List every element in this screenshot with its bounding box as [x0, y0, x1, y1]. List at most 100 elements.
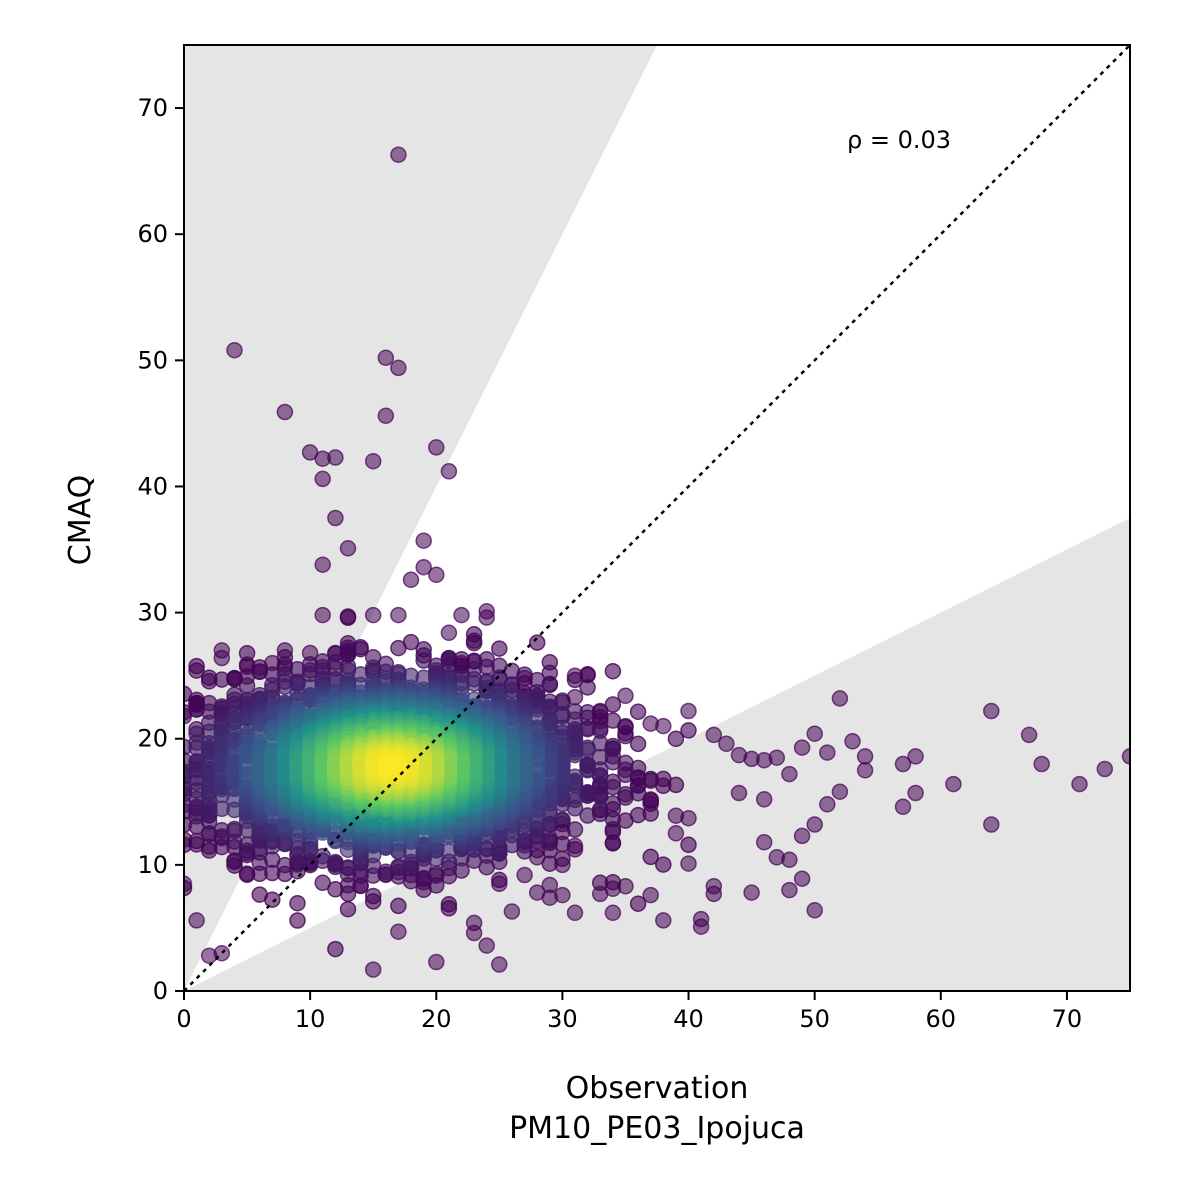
y-axis: 0 10 20 30 40 50 60 70: [137, 94, 184, 1005]
scatter-point: [541, 876, 559, 894]
scatter-point: [793, 870, 811, 887]
scatter-point: [566, 837, 584, 855]
scatter-point: [793, 827, 811, 845]
scatter-point: [314, 874, 331, 892]
scatter-point: [327, 449, 344, 466]
scatter-point: [478, 937, 495, 954]
scatter-point: [680, 855, 697, 872]
scatter-point: [1096, 760, 1114, 778]
scatter-point: [667, 825, 685, 842]
scatter-point: [579, 679, 596, 696]
scatter-point: [680, 809, 697, 827]
scatter-point: [566, 667, 584, 684]
scatter-point: [617, 878, 634, 895]
scatter-point: [806, 816, 823, 833]
scatter-point: [377, 407, 395, 425]
scatter-point: [465, 924, 483, 942]
scatter-point: [844, 733, 861, 750]
scatter-point: [730, 784, 748, 802]
scatter-point: [491, 875, 508, 893]
scatter-point: [781, 881, 798, 899]
scatter-point: [617, 785, 634, 803]
scatter-point: [327, 940, 344, 958]
scatter-point: [440, 463, 458, 480]
scatter-point: [364, 887, 382, 905]
scatter-point: [276, 642, 294, 659]
scatter-point: [806, 902, 823, 919]
y-tick-label: 20: [137, 725, 168, 753]
scatter-point: [390, 923, 407, 940]
scatter-point: [491, 640, 508, 657]
scatter-point: [339, 540, 357, 557]
scatter-point: [364, 961, 382, 978]
plot-area: [184, 45, 1130, 991]
scatter-point: [314, 606, 331, 624]
x-tick-label: 50: [799, 1005, 830, 1033]
scatter-point: [226, 669, 243, 687]
y-tick-label: 70: [137, 94, 168, 122]
scatter-point: [856, 748, 874, 765]
scatter-point: [680, 836, 697, 854]
x-axis-subtitle: PM10_PE03_Ipojuca: [509, 1111, 805, 1146]
scatter-point: [629, 735, 647, 753]
scatter-point: [781, 765, 798, 783]
scatter-point: [327, 509, 344, 527]
scatter-point: [642, 886, 659, 904]
scatter-point: [390, 359, 407, 377]
x-tick-label: 60: [926, 1005, 957, 1033]
scatter-point: [314, 556, 331, 573]
scatter-point: [188, 912, 205, 929]
scatter-point: [983, 816, 1000, 833]
scatter-point: [629, 895, 647, 912]
scatter-point: [440, 896, 458, 913]
rho-annotation: ρ = 0.03: [847, 126, 951, 154]
scatter-point: [289, 912, 306, 929]
scatter-point: [554, 856, 571, 874]
y-tick-label: 60: [137, 220, 168, 248]
scatter-point: [440, 624, 458, 642]
scatter-point: [604, 904, 622, 922]
x-tick-label: 70: [1052, 1005, 1083, 1033]
scatter-point: [667, 730, 685, 748]
scatter-point: [680, 702, 697, 720]
scatter-point: [894, 798, 912, 816]
scatter-point: [1071, 775, 1088, 793]
scatter-point: [251, 886, 268, 903]
scatter-point: [226, 341, 243, 359]
scatter-point: [289, 894, 306, 912]
scatter-point: [1033, 755, 1050, 773]
scatter-point: [831, 690, 849, 707]
scatter-point: [390, 639, 407, 657]
scatter-point: [718, 735, 735, 753]
scatter-point: [793, 739, 811, 756]
x-axis: 0 10 20 30 40 50 60 70: [176, 991, 1082, 1033]
scatter-point: [364, 452, 382, 470]
y-tick-label: 50: [137, 346, 168, 374]
scatter-point: [301, 644, 319, 662]
x-axis-title: Observation: [566, 1071, 749, 1106]
scatter-point: [377, 758, 395, 776]
scatter-point: [276, 403, 294, 421]
scatter-point: [617, 761, 634, 779]
scatter-point: [743, 884, 760, 901]
scatter-point: [755, 833, 773, 851]
scatter-point: [528, 634, 546, 651]
scatter-point: [831, 783, 849, 800]
scatter-point: [390, 897, 407, 915]
x-tick-label: 10: [295, 1005, 326, 1033]
scatter-point: [453, 606, 470, 624]
scatter-point: [516, 866, 533, 884]
scatter-point: [655, 912, 672, 929]
scatter-point: [983, 702, 1000, 720]
scatter-point: [566, 904, 584, 922]
scatter-point: [806, 725, 823, 742]
y-tick-label: 10: [137, 851, 168, 879]
scatter-point: [655, 856, 672, 873]
y-tick-label: 40: [137, 472, 168, 500]
scatter-point: [705, 885, 723, 903]
scatter-point: [428, 566, 445, 584]
scatter-point: [1020, 726, 1038, 744]
scatter-point: [213, 649, 231, 667]
scatter-point: [238, 658, 256, 676]
scatter-point: [692, 918, 710, 935]
